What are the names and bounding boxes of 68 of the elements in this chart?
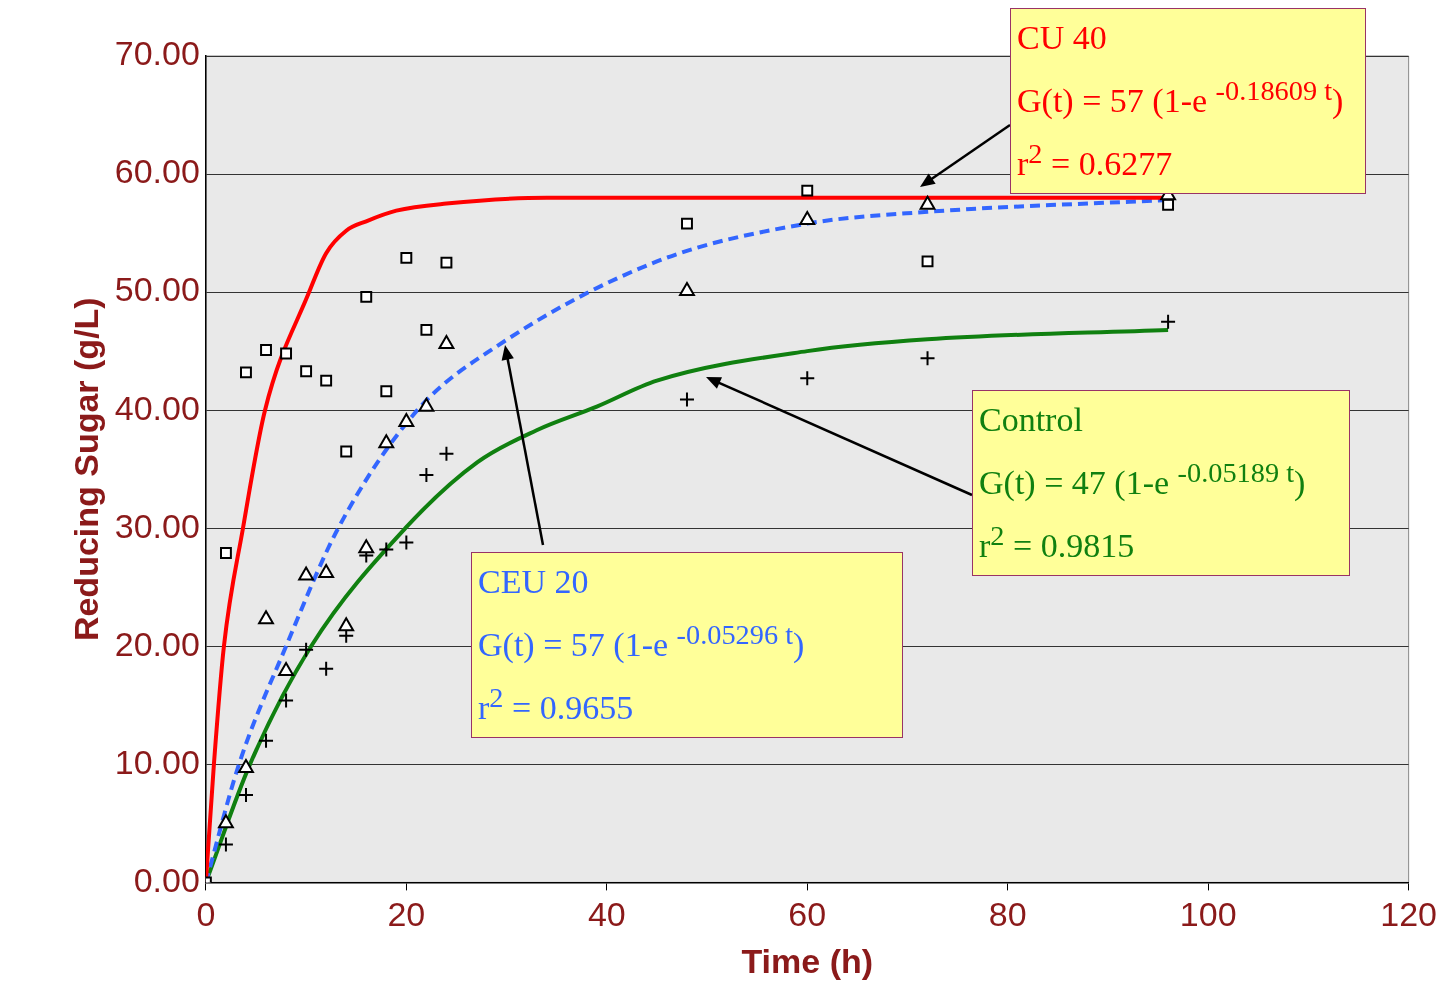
point bbox=[360, 290, 373, 303]
point bbox=[217, 836, 234, 853]
annotation: r$^{2}$ = 0.6277 bbox=[1017, 137, 1174, 185]
x-tick-label: 40 bbox=[587, 895, 626, 934]
point bbox=[919, 195, 936, 210]
point bbox=[318, 564, 335, 579]
point bbox=[438, 445, 455, 462]
point bbox=[420, 323, 433, 336]
point bbox=[237, 787, 254, 804]
point bbox=[678, 391, 695, 408]
point bbox=[240, 366, 252, 379]
point bbox=[801, 184, 814, 197]
annotation: r$^{2}$ = 0.9655 bbox=[478, 681, 635, 729]
point bbox=[238, 758, 254, 773]
point bbox=[919, 350, 936, 367]
x-tick-label: 60 bbox=[788, 895, 827, 934]
point bbox=[358, 539, 375, 554]
y-tick-label: 40.00 bbox=[114, 388, 200, 427]
x-tick-label: 100 bbox=[1179, 895, 1237, 934]
point bbox=[921, 255, 934, 268]
annotation: CEU 20 bbox=[478, 562, 590, 602]
point bbox=[400, 251, 413, 264]
point bbox=[380, 385, 393, 398]
point bbox=[219, 547, 232, 559]
annotation: Control bbox=[979, 400, 1084, 440]
point bbox=[440, 256, 453, 269]
x-tick-label: 20 bbox=[387, 895, 426, 934]
y-tick-label: 10.00 bbox=[114, 742, 200, 781]
point bbox=[799, 370, 816, 387]
y-tick-label: 30.00 bbox=[114, 506, 200, 545]
point bbox=[278, 662, 294, 677]
point bbox=[320, 374, 333, 387]
point bbox=[218, 814, 234, 829]
point bbox=[280, 347, 293, 360]
point bbox=[298, 641, 315, 658]
point bbox=[340, 445, 353, 458]
annotation: G(t) = 57 (1-e $^{-0.18609 t}$) bbox=[1017, 74, 1345, 122]
point bbox=[418, 467, 435, 484]
y-tick-label: 50.00 bbox=[114, 270, 200, 309]
point bbox=[338, 617, 355, 632]
point bbox=[318, 660, 335, 677]
point bbox=[679, 281, 695, 296]
x-tick-label: 80 bbox=[988, 895, 1027, 934]
y-tick-label: 70.00 bbox=[114, 34, 200, 73]
point bbox=[258, 610, 274, 625]
point bbox=[681, 217, 693, 230]
point bbox=[278, 692, 295, 709]
point bbox=[298, 566, 315, 581]
annotation: G(t) = 47 (1-e $^{-0.05189 t}$) bbox=[979, 456, 1307, 504]
y-tick-label: 20.00 bbox=[114, 624, 200, 663]
text: CU 40 bbox=[1017, 18, 1108, 58]
point bbox=[1160, 313, 1177, 330]
point bbox=[258, 732, 275, 749]
point bbox=[378, 541, 395, 558]
point bbox=[418, 397, 435, 412]
x-axis-title: Time (h) bbox=[741, 941, 874, 980]
annotation: G(t) = 57 (1-e $^{-0.05296 t}$) bbox=[478, 618, 806, 666]
y-axis-title: Reducing Sugar (g/L) bbox=[66, 297, 105, 642]
point bbox=[378, 434, 395, 449]
point bbox=[799, 211, 816, 226]
x-tick-label: 120 bbox=[1380, 895, 1437, 934]
point bbox=[260, 344, 272, 356]
point bbox=[300, 365, 313, 378]
annotation: r$^{2}$ = 0.9815 bbox=[979, 519, 1136, 567]
point bbox=[438, 335, 455, 350]
point bbox=[398, 534, 415, 551]
y-tick-label: 60.00 bbox=[114, 152, 200, 191]
point bbox=[398, 412, 415, 427]
